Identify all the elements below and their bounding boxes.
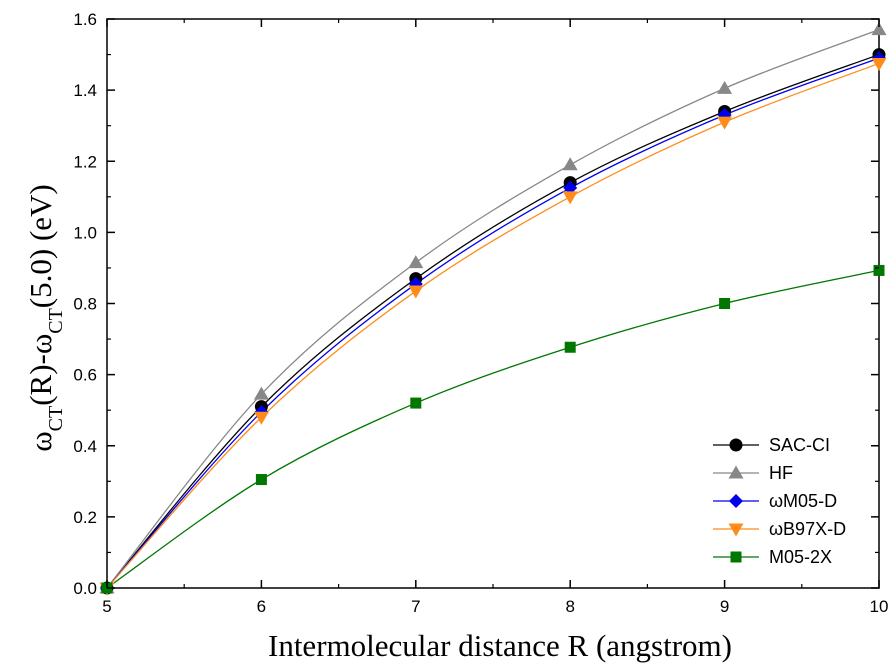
y-tick-label: 1.0 — [73, 223, 97, 242]
x-axis-ticks: 5 6 7 8 9 10 — [102, 19, 888, 616]
x-tick-label: 6 — [257, 597, 266, 616]
y-axis-title-part: ω — [23, 431, 58, 451]
y-axis-title: ωCT(R)-ωCT(5.0) (eV) — [23, 184, 67, 452]
data-point-hf — [717, 80, 733, 94]
data-point-m05-2x — [873, 264, 885, 276]
y-axis-title-subscript: CT — [45, 406, 67, 432]
y-tick-label: 1.4 — [73, 81, 97, 100]
data-point--b97x-d — [562, 191, 578, 205]
data-point--b97x-d — [871, 57, 887, 71]
y-tick-label: 0.8 — [73, 295, 97, 314]
x-axis-title: Intermolecular distance R (angstrom) — [268, 628, 732, 663]
legend-label-m05-2x: M05-2X — [769, 547, 832, 567]
plot-frame — [106, 18, 880, 589]
legend-marker--b97x-d — [728, 523, 744, 537]
data-point-hf — [562, 157, 578, 171]
x-tick-label: 7 — [411, 597, 420, 616]
plot-border — [106, 18, 880, 589]
data-point--b97x-d — [408, 285, 424, 299]
y-axis-title-part: (5.0) (eV) — [23, 184, 58, 308]
series-line-m05-2x — [106, 269, 880, 589]
y-tick-label: 1.6 — [73, 10, 97, 29]
data-point-m05-2x — [564, 341, 576, 353]
data-point-m05-2x — [719, 298, 731, 309]
legend-marker-hf — [728, 465, 744, 479]
data-point-m05-2x — [410, 397, 422, 409]
data-point-hf — [253, 386, 269, 400]
y-axis-ticks: 0.0 0.2 0.4 0.6 0.8 1.0 1.2 1.4 1.6 — [73, 10, 879, 598]
y-axis-title-subscript: CT — [45, 308, 67, 334]
y-tick-label: 1.2 — [73, 152, 97, 171]
legend-marker-m05-2x — [730, 551, 742, 563]
legend-label--b97x-d: ωB97X-D — [769, 519, 846, 539]
y-axis-title-part: (R)-ω — [23, 334, 58, 406]
legend-label-hf: HF — [769, 463, 793, 483]
x-tick-label: 5 — [102, 597, 111, 616]
legend-label--m05-d: ωM05-D — [769, 491, 837, 511]
legend-marker-sac-ci — [729, 438, 743, 452]
data-point-hf — [408, 255, 424, 269]
data-point-hf — [871, 22, 887, 36]
series-line-sac-ci — [106, 53, 880, 589]
series-line-hf — [106, 29, 880, 589]
x-tick-label: 10 — [870, 597, 889, 616]
series-line--b97x-d — [106, 62, 880, 589]
series-line--m05-d — [106, 57, 880, 589]
x-tick-label: 8 — [565, 597, 574, 616]
legend: SAC-CI HF ωM05-D ωB97X-D M05-2X — [713, 435, 846, 567]
data-point--b97x-d — [253, 411, 269, 425]
legend-label-sac-ci: SAC-CI — [769, 435, 830, 455]
legend-marker--m05-d — [729, 494, 743, 508]
series-lines — [106, 29, 880, 589]
y-tick-label: 0.2 — [73, 508, 97, 527]
x-tick-label: 9 — [720, 597, 729, 616]
data-point-m05-2x — [255, 474, 267, 486]
data-point--b97x-d — [717, 116, 733, 130]
y-tick-label: 0.0 — [73, 579, 97, 598]
y-tick-label: 0.6 — [73, 366, 97, 385]
y-tick-label: 0.4 — [73, 437, 97, 456]
